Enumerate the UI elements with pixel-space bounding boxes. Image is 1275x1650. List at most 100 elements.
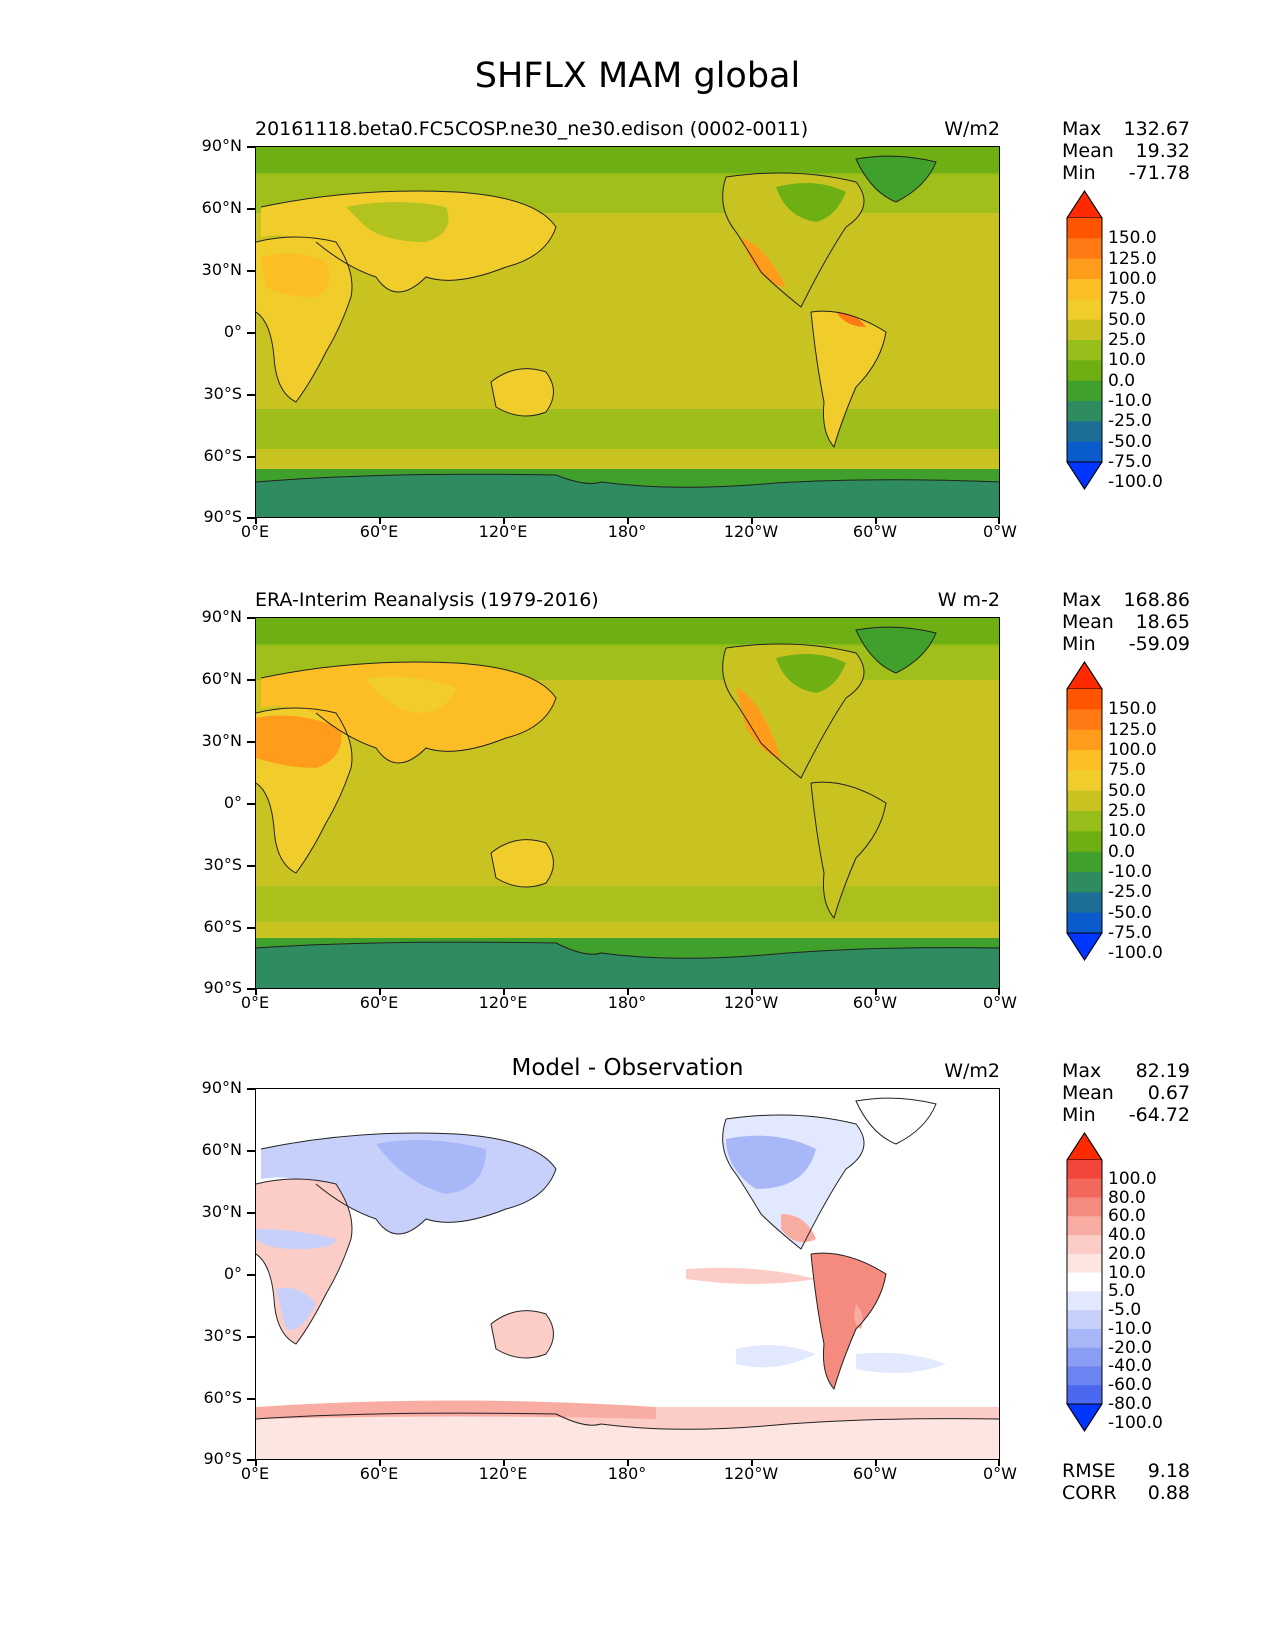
lon-label: 120°E [478,993,528,1012]
stat-mean-label: Mean [1062,140,1114,162]
stat-min-label: Min [1062,1104,1096,1126]
colorbar-tick-label: -25.0 [1108,882,1152,903]
colorbar-segment [1067,218,1102,239]
colorbar-segment [1067,872,1102,893]
lon-label: 120°E [478,522,528,541]
colorbar-segment [1067,238,1102,260]
stat-mean-label: Mean [1062,611,1114,633]
colorbar-segment [1067,689,1102,710]
stat-mean-label: Mean [1062,1082,1114,1104]
colorbar-tick-label: -100.0 [1108,1412,1163,1433]
lat-label: 60°N [201,1140,242,1159]
colorbar [1066,190,1103,490]
panel-units: W/m2 [944,1060,1000,1082]
colorbar-tick-label: -75.0 [1108,923,1152,943]
colorbar-tick-label: 40.0 [1108,1225,1146,1246]
colorbar-tick-label: 100.0 [1108,740,1157,760]
figure-title: SHFLX MAM global [474,56,801,96]
panel-title: Model - Observation [511,1055,744,1081]
colorbar-segment [1067,1347,1102,1367]
colorbar-segment [1067,441,1102,463]
colorbar-tick-label: -100.0 [1108,472,1163,493]
colorbar-tick-label: 10.0 [1108,1262,1146,1283]
colorbar-tick-label: 125.0 [1108,248,1157,269]
colorbar-tick-label: 25.0 [1108,330,1146,350]
colorbar-tick-label: -10.0 [1108,862,1152,882]
stat-rmse-value: 9.18 [1147,1460,1190,1482]
colorbar-segment [1067,1197,1102,1217]
colorbar-tick-label: -5.0 [1108,1300,1142,1321]
stat-min-label: Min [1062,162,1096,184]
colorbar-tick-label: 0.0 [1108,370,1136,391]
lat-label: 60°S [203,917,242,936]
stat-max-label: Max [1062,589,1102,611]
stat-max-label: Max [1062,118,1102,140]
lat-label: 0° [223,322,242,341]
lat-label: 0° [223,1264,242,1283]
colorbar-extend-min [1066,932,1103,961]
colorbar-segment [1067,1272,1102,1292]
colorbar-tick-label: -40.0 [1108,1356,1152,1377]
colorbar-tick-label: 80.0 [1108,1187,1146,1208]
colorbar-tick-label: 5.0 [1108,1281,1136,1302]
colorbar-tick-label: -10.0 [1108,1318,1152,1339]
stat-min-value: -59.09 [1128,633,1190,655]
stat-max-value: 82.19 [1135,1060,1190,1082]
stat-min-value: -64.72 [1128,1104,1190,1126]
lon-label: 180° [607,993,647,1012]
colorbar-segment [1067,1216,1102,1236]
stat-corr-value: 0.88 [1147,1482,1190,1504]
colorbar-segment [1067,401,1102,422]
colorbar-tick-label: 75.0 [1108,289,1146,310]
stats-block: Max 168.86 Mean 18.65 Min -59.09 [1062,589,1190,655]
lat-label: 60°N [201,198,242,217]
colorbar-tick-label: 20.0 [1108,1243,1146,1264]
lon-label: 120°W [723,993,779,1012]
colorbar-tick-label: -25.0 [1108,411,1152,432]
lat-label: 90°N [201,136,242,155]
colorbar-segment [1067,1235,1102,1255]
colorbar-tick-label: -50.0 [1108,902,1152,923]
colorbar-extend-min [1066,1403,1103,1432]
colorbar-tick-label: 100.0 [1108,1168,1157,1189]
colorbar-segment [1067,709,1102,731]
stats-block: Max 132.67 Mean 19.32 Min -71.78 [1062,118,1190,184]
lat-label: 90°S [203,507,242,526]
colorbar-segment [1067,811,1102,832]
lat-label: 90°S [203,978,242,997]
map-svg [256,618,999,988]
colorbar-extend-max [1066,190,1103,219]
lat-label: 90°S [203,1449,242,1468]
panel-units: W m-2 [937,589,1000,611]
lon-label: 0°E [240,993,270,1012]
colorbar-segment [1067,750,1102,771]
lon-label: 0°E [240,522,270,541]
colorbar-segment [1067,340,1102,361]
colorbar-segment [1067,790,1102,812]
colorbar-extend-min [1066,461,1103,490]
colorbar-segment [1067,851,1102,873]
lat-label: 30°N [201,1202,242,1221]
stat-max-label: Max [1062,1060,1102,1082]
colorbar-tick-label: 0.0 [1108,841,1136,862]
colorbar-tick-label: 10.0 [1108,350,1146,371]
lon-label: 60°E [359,993,399,1012]
lon-label: 120°E [478,1464,528,1483]
colorbar-segment [1067,319,1102,341]
colorbar-tick-label: 150.0 [1108,699,1157,720]
map-difference [255,1088,1000,1460]
map-svg [256,147,999,517]
panel-observation: ERA-Interim Reanalysis (1979-2016) W m-2 [0,589,1275,1029]
stat-mean-value: 0.67 [1147,1082,1190,1104]
lon-label: 180° [607,522,647,541]
colorbar-tick-label: -80.0 [1108,1394,1152,1414]
panel-difference: Model - Observation W/m2 [0,1055,1275,1504]
colorbar-tick-label: -75.0 [1108,452,1152,472]
map-observation [255,617,1000,989]
lat-label: 90°N [201,607,242,626]
colorbar-segment [1067,1291,1102,1311]
colorbar-segment [1067,892,1102,914]
colorbar-segment [1067,770,1102,792]
lon-label: 60°W [852,993,898,1012]
lon-label: 0°W [983,993,1017,1012]
